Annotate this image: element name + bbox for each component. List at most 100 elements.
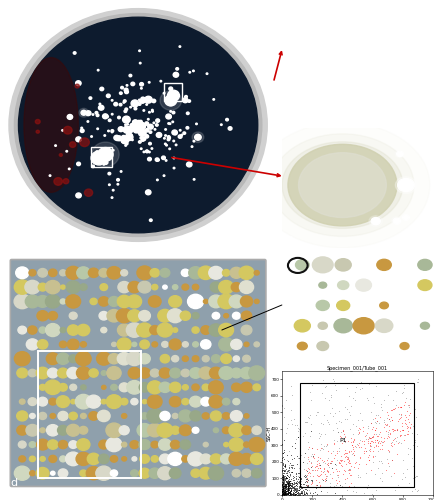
Circle shape bbox=[164, 143, 166, 144]
Point bbox=[324, 482, 331, 490]
Point bbox=[278, 478, 285, 486]
Point bbox=[329, 378, 336, 386]
Point bbox=[281, 488, 288, 496]
Circle shape bbox=[35, 120, 40, 124]
Point bbox=[278, 402, 285, 410]
Point bbox=[400, 384, 407, 392]
Point bbox=[384, 411, 391, 419]
Point bbox=[299, 482, 306, 490]
Circle shape bbox=[254, 300, 259, 304]
Point bbox=[328, 482, 335, 490]
Point bbox=[282, 490, 289, 498]
Circle shape bbox=[138, 354, 150, 364]
Point bbox=[332, 456, 339, 464]
Point bbox=[347, 447, 354, 455]
Point bbox=[375, 456, 381, 464]
Point bbox=[283, 476, 290, 484]
Circle shape bbox=[228, 438, 243, 451]
Point bbox=[286, 489, 293, 497]
Point bbox=[280, 481, 287, 489]
Circle shape bbox=[219, 366, 233, 380]
Point bbox=[332, 465, 339, 473]
Circle shape bbox=[77, 267, 90, 278]
Point bbox=[295, 469, 302, 477]
Circle shape bbox=[108, 296, 119, 306]
Point bbox=[339, 466, 346, 474]
Point bbox=[356, 378, 363, 386]
Point bbox=[279, 490, 286, 498]
Circle shape bbox=[47, 368, 58, 378]
Point bbox=[316, 464, 323, 471]
Point bbox=[292, 469, 299, 477]
Point bbox=[346, 466, 353, 473]
Circle shape bbox=[137, 120, 140, 123]
Circle shape bbox=[30, 470, 35, 476]
Circle shape bbox=[230, 340, 241, 349]
Point bbox=[317, 487, 324, 495]
Circle shape bbox=[210, 282, 221, 292]
Point bbox=[356, 386, 363, 394]
Point bbox=[341, 402, 348, 410]
Point bbox=[301, 472, 308, 480]
Bar bbox=[164, 83, 182, 100]
Circle shape bbox=[171, 356, 178, 362]
Circle shape bbox=[18, 441, 26, 448]
Point bbox=[281, 482, 288, 490]
Circle shape bbox=[156, 132, 161, 138]
Circle shape bbox=[138, 368, 150, 378]
Circle shape bbox=[69, 412, 77, 420]
Point bbox=[323, 466, 330, 474]
Point bbox=[288, 483, 295, 491]
Circle shape bbox=[14, 352, 30, 366]
Circle shape bbox=[92, 142, 119, 167]
Circle shape bbox=[233, 356, 239, 362]
Point bbox=[307, 476, 314, 484]
Point bbox=[282, 490, 289, 498]
Circle shape bbox=[164, 128, 166, 130]
Point bbox=[404, 418, 411, 426]
Point bbox=[376, 428, 383, 436]
Circle shape bbox=[159, 368, 170, 378]
Point bbox=[319, 458, 326, 466]
Point bbox=[285, 485, 292, 493]
Point bbox=[368, 490, 375, 498]
Circle shape bbox=[201, 398, 210, 406]
Point bbox=[282, 491, 289, 499]
Point bbox=[286, 488, 293, 496]
Point bbox=[351, 488, 358, 496]
Point bbox=[404, 450, 411, 458]
Circle shape bbox=[19, 456, 26, 462]
Circle shape bbox=[148, 82, 150, 83]
Circle shape bbox=[168, 87, 172, 90]
Circle shape bbox=[108, 130, 109, 132]
Point bbox=[314, 408, 321, 416]
Point bbox=[285, 486, 292, 494]
Circle shape bbox=[118, 282, 130, 292]
Point bbox=[347, 441, 354, 449]
Point bbox=[301, 484, 308, 492]
Point bbox=[385, 415, 391, 423]
Point bbox=[349, 437, 355, 445]
Point bbox=[283, 486, 290, 494]
Point bbox=[296, 490, 303, 498]
Point bbox=[303, 490, 310, 498]
Point bbox=[278, 456, 285, 464]
Circle shape bbox=[164, 135, 166, 136]
Point bbox=[345, 448, 352, 456]
Point bbox=[328, 404, 335, 412]
Point bbox=[300, 472, 307, 480]
Point bbox=[278, 486, 285, 494]
Point bbox=[281, 486, 288, 494]
Point bbox=[281, 472, 288, 480]
Point bbox=[362, 470, 368, 478]
Point bbox=[302, 478, 309, 486]
Circle shape bbox=[37, 340, 48, 349]
Circle shape bbox=[49, 175, 51, 176]
Point bbox=[356, 473, 363, 481]
Circle shape bbox=[114, 136, 119, 140]
Point bbox=[293, 477, 299, 485]
Point bbox=[279, 480, 286, 488]
Circle shape bbox=[179, 425, 191, 436]
Point bbox=[281, 489, 288, 497]
Circle shape bbox=[66, 452, 81, 466]
